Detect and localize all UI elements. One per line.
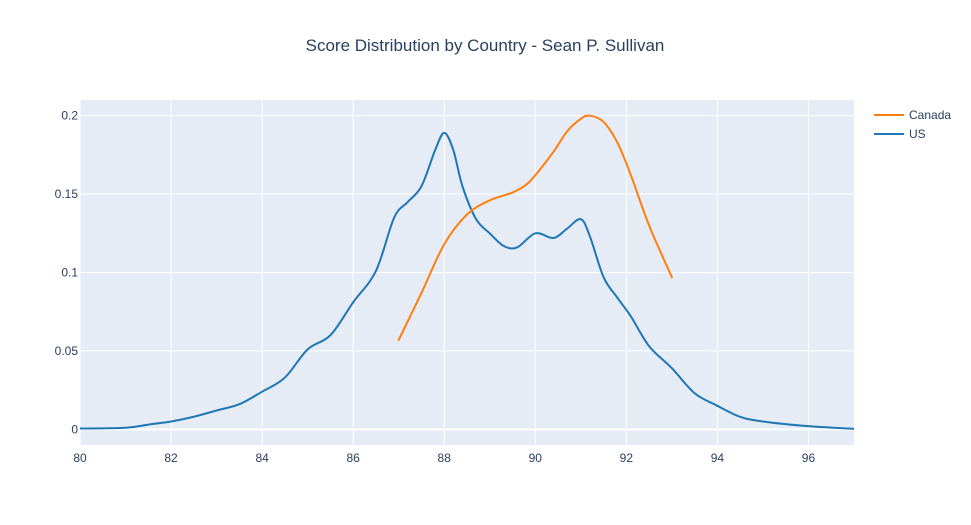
x-tick-label: 84 [255,451,269,465]
x-axis-ticks: 80 82 84 86 88 90 92 94 96 [73,451,815,465]
y-tick-label: 0.15 [55,187,79,201]
x-tick-label: 82 [164,451,178,465]
legend-label: US [909,127,926,141]
series-layer [80,114,854,430]
y-tick-label: 0.05 [55,344,79,358]
y-tick-label: 0.2 [61,109,78,123]
legend-item-canada[interactable]: Canada [874,108,951,122]
series-line-canada[interactable] [397,114,673,341]
chart-title: Score Distribution by Country - Sean P. … [306,36,665,55]
y-axis-ticks: 0 0.05 0.1 0.15 0.2 [55,109,79,437]
x-tick-label: 86 [346,451,360,465]
legend-item-us[interactable]: US [874,127,926,141]
y-gridlines [80,115,854,431]
legend[interactable]: Canada US [874,108,951,141]
x-tick-label: 90 [529,451,543,465]
y-tick-label: 0.1 [61,266,78,280]
x-tick-label: 94 [711,451,725,465]
y-tick-label: 0 [71,422,78,436]
x-tick-label: 88 [438,451,452,465]
series-line-us[interactable] [80,131,854,430]
x-tick-label: 92 [620,451,634,465]
legend-label: Canada [909,108,951,122]
x-tick-label: 96 [802,451,816,465]
x-tick-label: 80 [73,451,87,465]
